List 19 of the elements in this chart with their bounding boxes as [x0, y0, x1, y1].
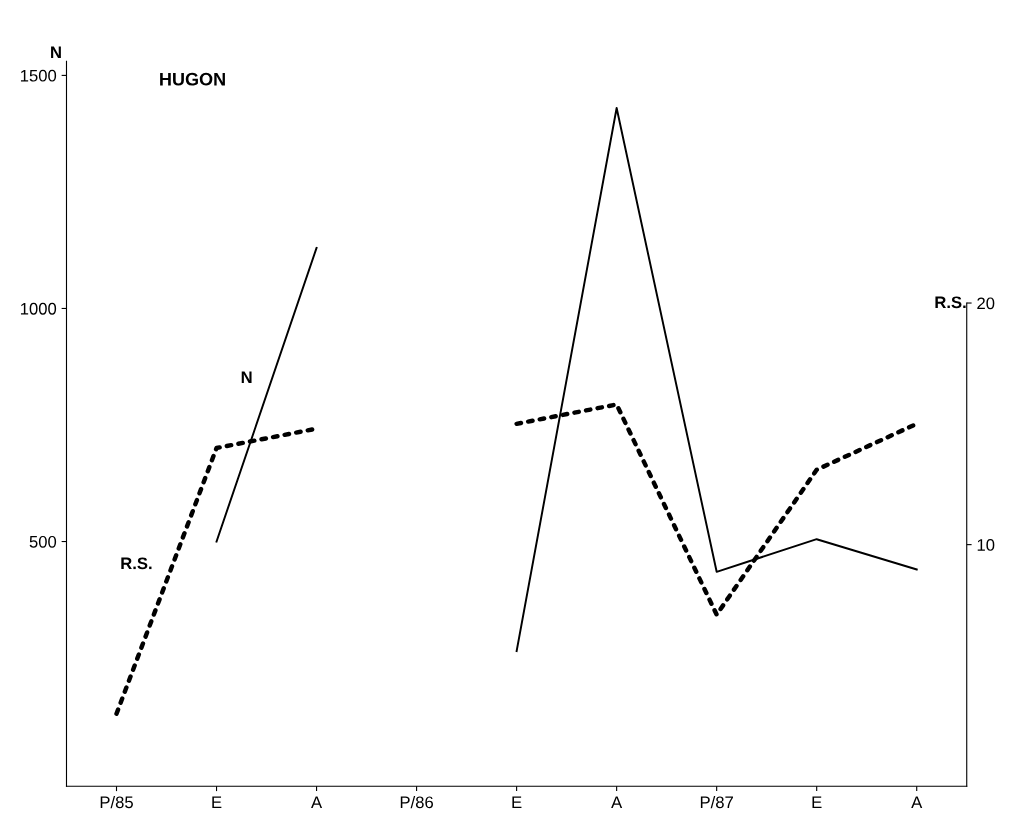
y-tick-label: 1500 [20, 69, 57, 82]
x-tick-label: A [611, 796, 623, 809]
x-tick-label: A [311, 796, 323, 809]
chart-title: HUGON [160, 72, 225, 86]
x-tick-label: P/85 [100, 795, 133, 809]
x-tick-label: E [812, 796, 822, 809]
x-tick-label: A [911, 796, 923, 809]
y2-axis-title: R.S. [935, 296, 966, 309]
x-tick-label: P/87 [700, 795, 733, 809]
series-label: R.S. [121, 557, 152, 570]
x-tick-label: E [212, 796, 222, 809]
y2-tick-label: 10 [977, 539, 995, 551]
x-tick-label: P/86 [400, 795, 433, 809]
x-tick-label: E [512, 796, 522, 809]
series-label: N [241, 371, 252, 383]
y-tick-label: 1000 [20, 302, 57, 315]
y-tick-label: 500 [29, 535, 57, 548]
y-axis-title: N [51, 46, 61, 58]
y2-tick-label: 20 [977, 297, 995, 310]
